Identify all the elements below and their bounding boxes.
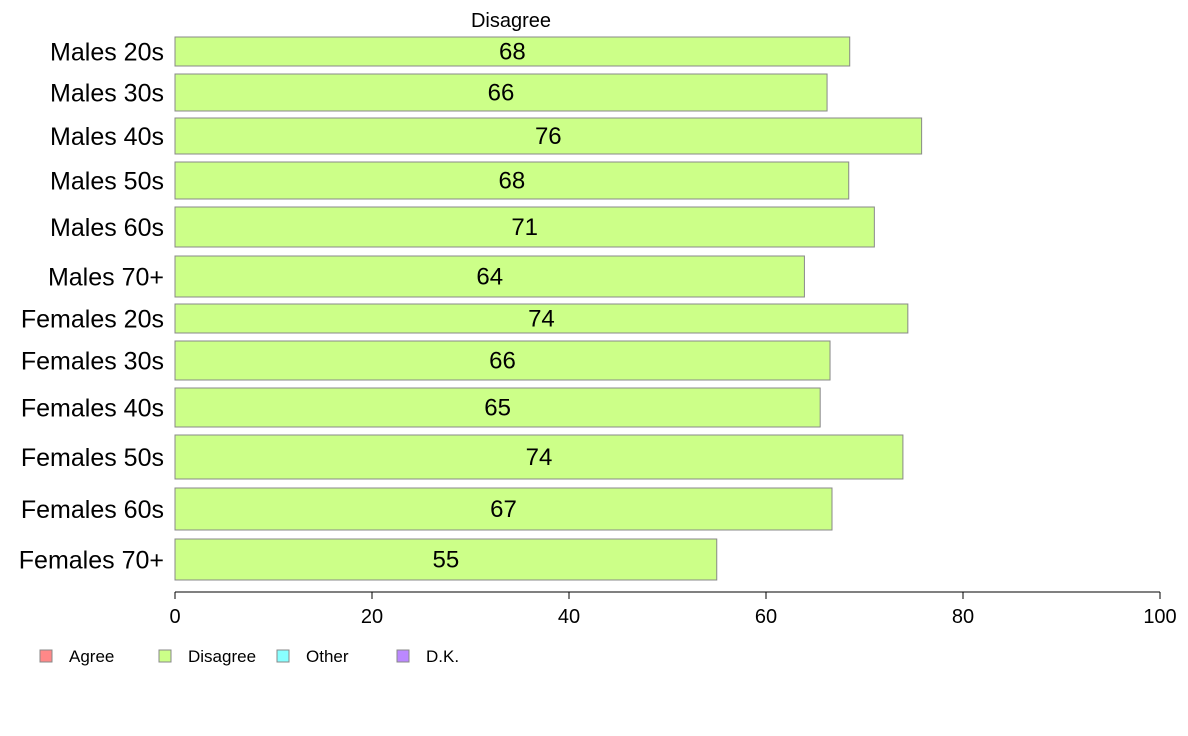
legend-label: D.K. [426,647,459,666]
bars-layer: 68 Males 20s 66 Males 30s 76 Males 40s 68 Males… [19,36,923,581]
bar-value-label: 64 [476,264,503,291]
legend-swatch [276,649,290,663]
x-tick-label: 100 [1143,606,1176,628]
chart-title: Disagree [471,10,551,32]
bar [174,161,850,200]
bar [174,73,828,112]
category-label: Females 50s [21,444,164,472]
bar [174,36,851,67]
category-label: Males 70+ [48,264,164,292]
category-label: Females 70+ [19,547,164,575]
category-label: Males 60s [50,214,164,242]
category-label: Males 20s [50,39,164,67]
bar [174,303,909,334]
legend-label: Agree [69,647,114,666]
category-label: Females 60s [21,496,164,524]
bar [174,255,805,298]
legend-label: Other [306,647,349,666]
legend-swatch [39,649,53,663]
legend-swatch [396,649,410,663]
legend-label: Disagree [188,647,256,666]
bar [174,387,821,428]
bar-value-label: 65 [484,395,511,422]
category-label: Females 20s [21,306,164,334]
x-tick-label: 40 [558,606,580,628]
bar-value-label: 74 [526,444,553,471]
bar-value-label: 68 [499,39,526,66]
x-axis: 0 20 40 60 80 100 [169,591,1177,628]
legend: Agree Disagree Other D.K. [39,647,459,666]
x-tick-label: 0 [169,606,180,628]
x-tick-label: 80 [952,606,974,628]
bar [174,434,904,480]
bar-value-label: 68 [499,168,526,195]
bar-value-label: 66 [488,80,515,107]
category-label: Females 40s [21,395,164,423]
category-label: Males 40s [50,123,164,151]
bar-value-label: 67 [490,496,517,523]
category-label: Males 50s [50,168,164,196]
bar [174,538,718,581]
bar [174,487,833,531]
category-label: Males 30s [50,80,164,108]
bar [174,117,923,155]
bar-value-label: 71 [511,214,538,241]
bar-value-label: 55 [433,547,460,574]
x-tick-label: 60 [755,606,777,628]
bar [174,340,831,381]
x-tick-label: 20 [361,606,383,628]
bar-value-label: 76 [535,123,562,150]
bar [174,206,875,248]
bar-value-label: 66 [489,348,516,375]
category-label: Females 30s [21,348,164,376]
legend-swatch [158,649,172,663]
bar-value-label: 74 [528,306,555,333]
